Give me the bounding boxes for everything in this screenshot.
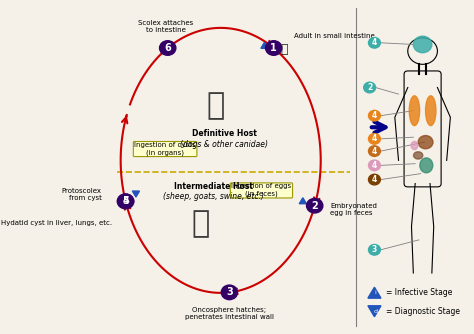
Circle shape — [368, 110, 380, 121]
Text: 2: 2 — [367, 83, 372, 92]
Text: 4: 4 — [372, 175, 377, 184]
Text: Ingestion of eggs
(in feces): Ingestion of eggs (in feces) — [231, 183, 292, 197]
Circle shape — [368, 37, 380, 48]
Polygon shape — [299, 198, 306, 204]
Text: 4: 4 — [372, 134, 377, 143]
Text: = Infective Stage: = Infective Stage — [386, 288, 453, 297]
Polygon shape — [132, 191, 139, 197]
Text: Intermediate Host: Intermediate Host — [174, 182, 253, 191]
Circle shape — [160, 41, 176, 55]
Circle shape — [265, 41, 282, 55]
Ellipse shape — [411, 141, 418, 150]
Polygon shape — [368, 306, 381, 317]
Ellipse shape — [426, 96, 436, 126]
Text: Scolex attaches
to intestine: Scolex attaches to intestine — [138, 20, 193, 33]
Ellipse shape — [413, 36, 432, 53]
Text: i: i — [374, 290, 376, 295]
Text: d: d — [373, 309, 377, 314]
Text: 🐕: 🐕 — [206, 91, 224, 120]
Text: = Diagnostic Stage: = Diagnostic Stage — [386, 307, 460, 316]
Text: (sheep, goats, swine, etc.): (sheep, goats, swine, etc.) — [163, 192, 264, 201]
Text: Ingestion of cysts
(in organs): Ingestion of cysts (in organs) — [134, 142, 196, 156]
Text: 2: 2 — [311, 201, 318, 211]
Text: 3: 3 — [226, 287, 233, 297]
Text: 4: 4 — [372, 38, 377, 47]
Text: Adult in small intestine: Adult in small intestine — [294, 33, 375, 39]
Circle shape — [364, 82, 375, 93]
Text: 3: 3 — [372, 245, 377, 254]
Text: Definitive Host: Definitive Host — [192, 129, 257, 138]
Circle shape — [368, 244, 380, 255]
Ellipse shape — [420, 158, 433, 173]
Polygon shape — [261, 42, 268, 48]
Text: Hydatid cyst in liver, lungs, etc.: Hydatid cyst in liver, lungs, etc. — [1, 220, 113, 226]
Circle shape — [368, 160, 380, 171]
Circle shape — [368, 134, 380, 144]
Ellipse shape — [418, 136, 433, 149]
Text: 🐑: 🐑 — [191, 209, 210, 238]
Text: 6: 6 — [164, 43, 171, 53]
Text: 4: 4 — [372, 147, 377, 156]
Text: (dogs & other canidae): (dogs & other canidae) — [181, 140, 268, 149]
Circle shape — [118, 194, 134, 209]
Text: 5: 5 — [122, 196, 129, 206]
Circle shape — [368, 146, 380, 156]
Text: 4: 4 — [372, 111, 377, 120]
Circle shape — [118, 194, 134, 209]
Polygon shape — [368, 287, 381, 298]
Text: 🪱: 🪱 — [280, 43, 287, 56]
Circle shape — [221, 285, 237, 300]
Circle shape — [368, 174, 380, 185]
Text: Embryonated
egg in feces: Embryonated egg in feces — [330, 202, 377, 215]
Ellipse shape — [409, 96, 419, 126]
Text: Oncosphere hatches;
penetrates intestinal wall: Oncosphere hatches; penetrates intestina… — [185, 307, 274, 320]
Text: 4: 4 — [122, 196, 129, 206]
Text: Protoscolex
from cyst: Protoscolex from cyst — [62, 188, 101, 201]
Ellipse shape — [413, 152, 423, 159]
Text: 4: 4 — [372, 161, 377, 170]
Circle shape — [307, 198, 323, 213]
Text: 1: 1 — [270, 43, 277, 53]
